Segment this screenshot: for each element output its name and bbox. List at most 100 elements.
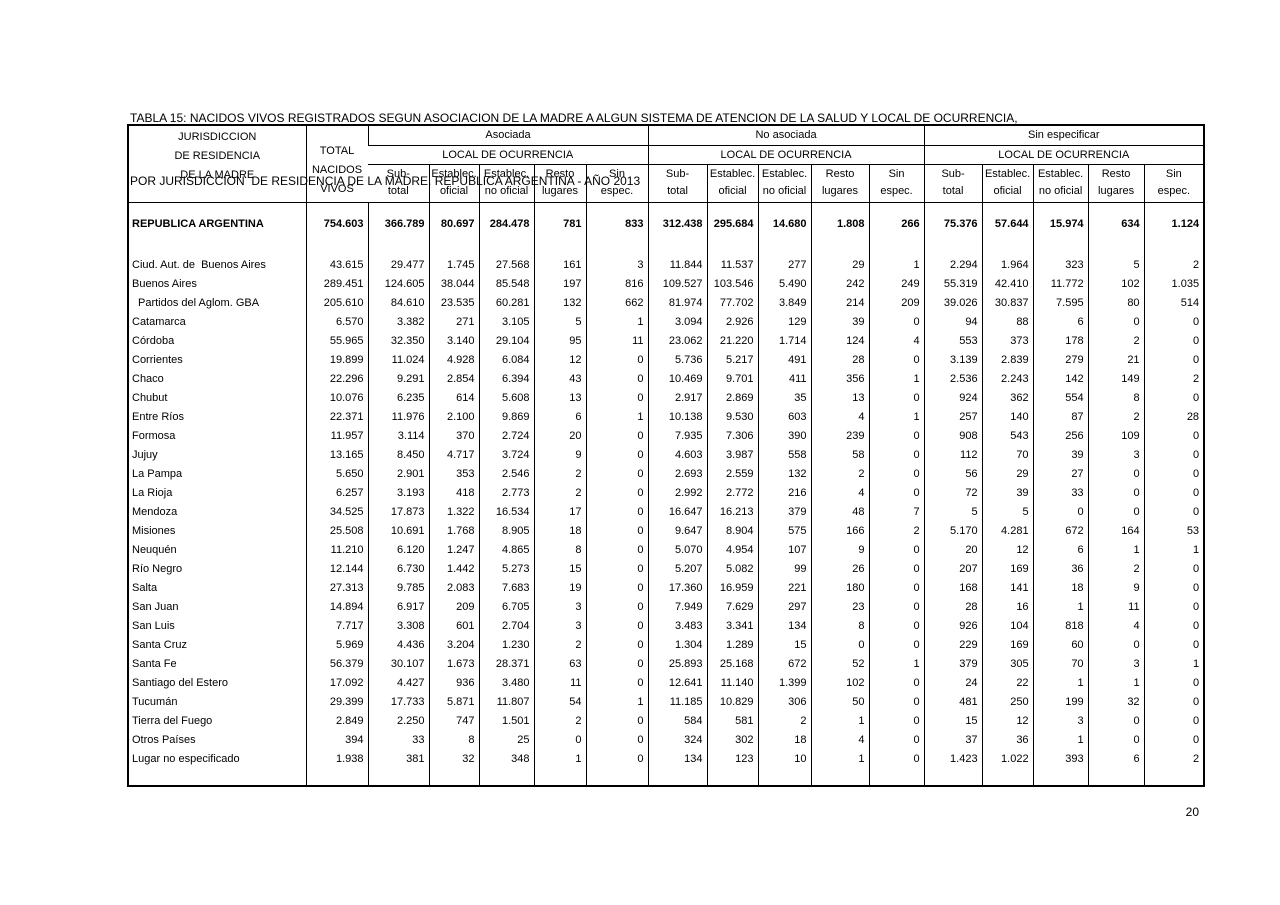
- value-cell: 132: [533, 293, 586, 312]
- value-cell: [585, 768, 649, 786]
- value-cell: 0: [868, 445, 925, 464]
- value-cell: 3: [1032, 711, 1089, 730]
- value-cell: 2.926: [706, 312, 759, 331]
- table-row: Chaco 22.296 9.291 2.854 6.394 43 0 10.469 9.701…: [128, 369, 1205, 388]
- value-cell: 554: [1032, 388, 1089, 407]
- value-cell: 1: [585, 312, 649, 331]
- value-cell: 1: [585, 692, 649, 711]
- value-cell: 0: [585, 654, 649, 673]
- value-cell: 0: [868, 730, 925, 749]
- value-cell: 3: [1087, 654, 1145, 673]
- value-cell: 394: [305, 730, 368, 749]
- value-cell: 3.193: [367, 483, 429, 502]
- value-cell: 164: [1087, 521, 1145, 540]
- value-cell: [478, 233, 534, 255]
- value-cell: 6.570: [305, 312, 368, 331]
- table-row: Lugar no especificado 1.938 381 32 348 1 0 134 1…: [128, 749, 1205, 768]
- value-cell: 27: [1032, 464, 1089, 483]
- value-cell: 936: [428, 673, 479, 692]
- value-cell: 1: [585, 407, 649, 426]
- value-cell: 42.410: [981, 274, 1034, 293]
- value-cell: 80: [1087, 293, 1145, 312]
- jurisdiction-header-line1: JURISDICCION: [178, 131, 257, 143]
- jurisdiction-cell: Catamarca: [132, 315, 186, 328]
- value-cell: 4: [810, 483, 870, 502]
- value-cell: 305: [981, 654, 1034, 673]
- value-cell: 634: [1087, 214, 1145, 233]
- value-cell: [585, 202, 649, 214]
- value-cell: 0: [1143, 331, 1205, 350]
- table-row: REPUBLICA ARGENTINA 754.603 366.789 80.697 2…: [128, 214, 1205, 233]
- table-row: Santa Cruz 5.969 4.436 3.204 1.230 2 0 1.304 1.2…: [128, 635, 1205, 654]
- value-cell: 411: [757, 369, 812, 388]
- value-cell: [757, 202, 812, 214]
- value-cell: 2.849: [305, 711, 368, 730]
- group-header-sin-especificar: Sin especificar: [923, 125, 1205, 146]
- jurisdiction-cell: Misiones: [132, 524, 176, 537]
- value-cell: 0: [1143, 578, 1205, 597]
- value-cell: 180: [810, 578, 870, 597]
- value-cell: 15: [533, 559, 586, 578]
- value-cell: 39: [1032, 445, 1089, 464]
- value-cell: 14.894: [305, 597, 368, 616]
- value-cell: 0: [1032, 502, 1089, 521]
- value-cell: 1: [810, 711, 870, 730]
- value-cell: 1: [533, 749, 586, 768]
- value-cell: 29.104: [478, 331, 534, 350]
- spacer-row: [128, 768, 1205, 786]
- value-cell: 149: [1087, 369, 1145, 388]
- value-cell: 2: [533, 464, 586, 483]
- value-cell: 0: [585, 540, 649, 559]
- header-row-columns: Sub-total Establec. oficial Establec. no ofi…: [128, 164, 1205, 203]
- value-cell: 58: [810, 445, 870, 464]
- value-cell: 34.525: [305, 502, 368, 521]
- jurisdiction-cell: Santiago del Estero: [132, 676, 229, 689]
- value-cell: 4.865: [478, 540, 534, 559]
- value-cell: 239: [810, 426, 870, 445]
- value-cell: 37: [923, 730, 983, 749]
- value-cell: 0: [1143, 483, 1205, 502]
- jurisdiction-cell: La Rioja: [132, 486, 173, 499]
- value-cell: 169: [981, 559, 1034, 578]
- value-cell: 2.917: [647, 388, 708, 407]
- value-cell: 393: [1032, 749, 1089, 768]
- value-cell: 1.304: [647, 635, 708, 654]
- column-header-nooficial: Establec. no oficial: [478, 164, 534, 203]
- table-row: Santa Fe 56.379 30.107 1.673 28.371 63 0 25.893…: [128, 654, 1205, 673]
- value-cell: 1: [1032, 730, 1089, 749]
- value-cell: 0: [585, 464, 649, 483]
- value-cell: 141: [981, 578, 1034, 597]
- value-cell: 1.022: [981, 749, 1034, 768]
- value-cell: 4: [810, 730, 870, 749]
- jurisdiction-cell: Buenos Aires: [132, 277, 197, 290]
- value-cell: 4.427: [367, 673, 429, 692]
- value-cell: 43: [533, 369, 586, 388]
- value-cell: [647, 202, 708, 214]
- value-cell: 0: [1087, 312, 1145, 331]
- value-cell: 10.829: [706, 692, 759, 711]
- value-cell: 1.442: [428, 559, 479, 578]
- value-cell: 1.124: [1143, 214, 1205, 233]
- table-row: Córdoba 55.965 32.350 3.140 29.104 95 11 23.062…: [128, 331, 1205, 350]
- value-cell: 9: [810, 540, 870, 559]
- value-cell: 0: [533, 730, 586, 749]
- value-cell: 19: [533, 578, 586, 597]
- value-cell: 4.717: [428, 445, 479, 464]
- column-header-total: Sub-total: [923, 164, 983, 203]
- table-row: Buenos Aires 289.451 124.605 38.044 85.548 19…: [128, 274, 1205, 293]
- table-row: Otros Países 394 33 8 25 0 0 324 302 18 4 0 37 36 1 0 0: [128, 730, 1205, 749]
- value-cell: 0: [868, 673, 925, 692]
- value-cell: 140: [981, 407, 1034, 426]
- value-cell: 0: [1087, 502, 1145, 521]
- value-cell: 7.949: [647, 597, 708, 616]
- value-cell: 16.647: [647, 502, 708, 521]
- value-cell: 12: [533, 350, 586, 369]
- value-cell: 6: [1087, 749, 1145, 768]
- value-cell: 12.144: [305, 559, 368, 578]
- spacer-row: [128, 202, 1205, 214]
- jurisdiction-cell: Neuquén: [132, 543, 177, 556]
- value-cell: 754.603: [305, 214, 368, 233]
- value-cell: 1: [1032, 597, 1089, 616]
- total-nacidos-vivos-header: TOTAL NACIDOS VIVOS: [305, 125, 368, 203]
- value-cell: 39: [810, 312, 870, 331]
